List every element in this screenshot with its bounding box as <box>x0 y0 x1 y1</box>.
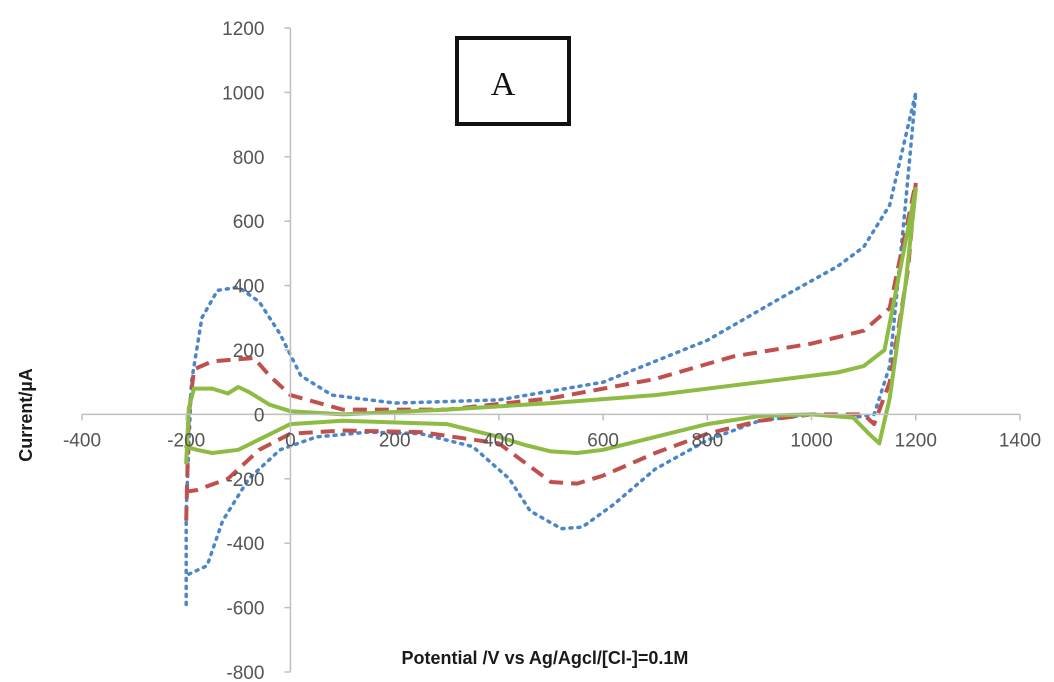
x-tick-label: -400 <box>63 430 101 451</box>
y-tick-label: -800 <box>226 663 264 682</box>
y-tick-label: -200 <box>226 470 264 491</box>
series-layer <box>184 90 918 607</box>
y-tick-label: -600 <box>226 599 264 620</box>
x-tick-label: 200 <box>379 430 411 451</box>
y-tick-label: 600 <box>233 212 265 233</box>
x-tick-label: 400 <box>483 430 515 451</box>
x-axis-title: Potential /V vs Ag/Agcl/[Cl-]=0.1M <box>402 648 689 668</box>
x-tick-label: 0 <box>285 430 296 451</box>
x-tick-label: 1400 <box>999 430 1041 451</box>
y-tick-label: 400 <box>233 277 265 298</box>
y-tick-label: 1000 <box>222 83 264 104</box>
x-tick-label: 600 <box>587 430 619 451</box>
y-tick-label: 800 <box>233 148 265 169</box>
panel-label: A <box>491 66 516 103</box>
x-tick-label: 800 <box>691 430 723 451</box>
series-line-dotted <box>184 90 918 607</box>
y-axis-title: Current/µA <box>16 368 36 461</box>
x-tick-label: -200 <box>167 430 205 451</box>
y-tick-label: 1200 <box>222 19 264 40</box>
x-tick-label: 1000 <box>790 430 832 451</box>
series-line-solid <box>184 187 918 465</box>
y-tick-label: -400 <box>226 534 264 555</box>
y-tick-label: 200 <box>233 341 265 362</box>
panel-label-frame <box>455 36 571 126</box>
ticks-layer: -400 -200 0 200 400 600 800 1000 1200 1400 1200 100… <box>63 19 1041 682</box>
y-tick-label: 0 <box>254 405 265 426</box>
x-tick-label: 1200 <box>895 430 937 451</box>
series-line-dashed <box>184 180 918 521</box>
panel-label-box: A <box>455 36 571 126</box>
